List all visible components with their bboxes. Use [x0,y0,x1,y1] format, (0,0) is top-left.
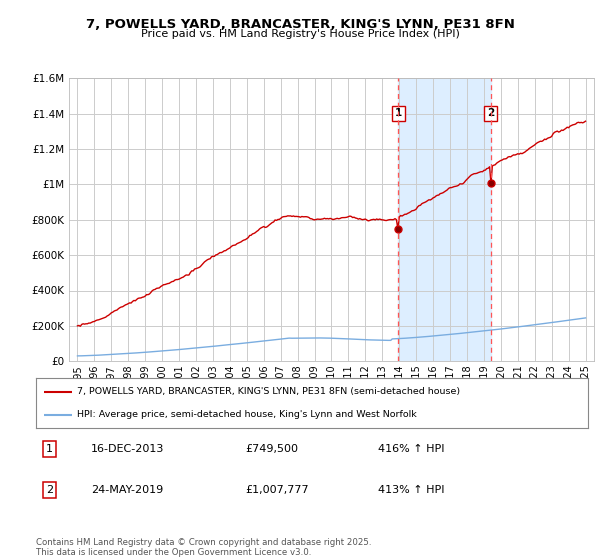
Text: 416% ↑ HPI: 416% ↑ HPI [378,444,445,454]
Text: £1,007,777: £1,007,777 [246,484,310,494]
Text: 16-DEC-2013: 16-DEC-2013 [91,444,164,454]
Text: 1: 1 [46,444,53,454]
Bar [398,78,491,361]
Text: Price paid vs. HM Land Registry's House Price Index (HPI): Price paid vs. HM Land Registry's House … [140,29,460,39]
Text: 24-MAY-2019: 24-MAY-2019 [91,484,163,494]
Text: £749,500: £749,500 [246,444,299,454]
Text: 7, POWELLS YARD, BRANCASTER, KING'S LYNN, PE31 8FN: 7, POWELLS YARD, BRANCASTER, KING'S LYNN… [86,18,514,31]
Text: 7, POWELLS YARD, BRANCASTER, KING'S LYNN, PE31 8FN (semi-detached house): 7, POWELLS YARD, BRANCASTER, KING'S LYNN… [77,387,461,396]
Text: 2: 2 [487,109,494,119]
Text: 2: 2 [46,484,53,494]
Text: HPI: Average price, semi-detached house, King's Lynn and West Norfolk: HPI: Average price, semi-detached house,… [77,410,417,419]
Text: Contains HM Land Registry data © Crown copyright and database right 2025.
This d: Contains HM Land Registry data © Crown c… [36,538,371,557]
Text: 413% ↑ HPI: 413% ↑ HPI [378,484,445,494]
Text: 1: 1 [395,109,402,119]
